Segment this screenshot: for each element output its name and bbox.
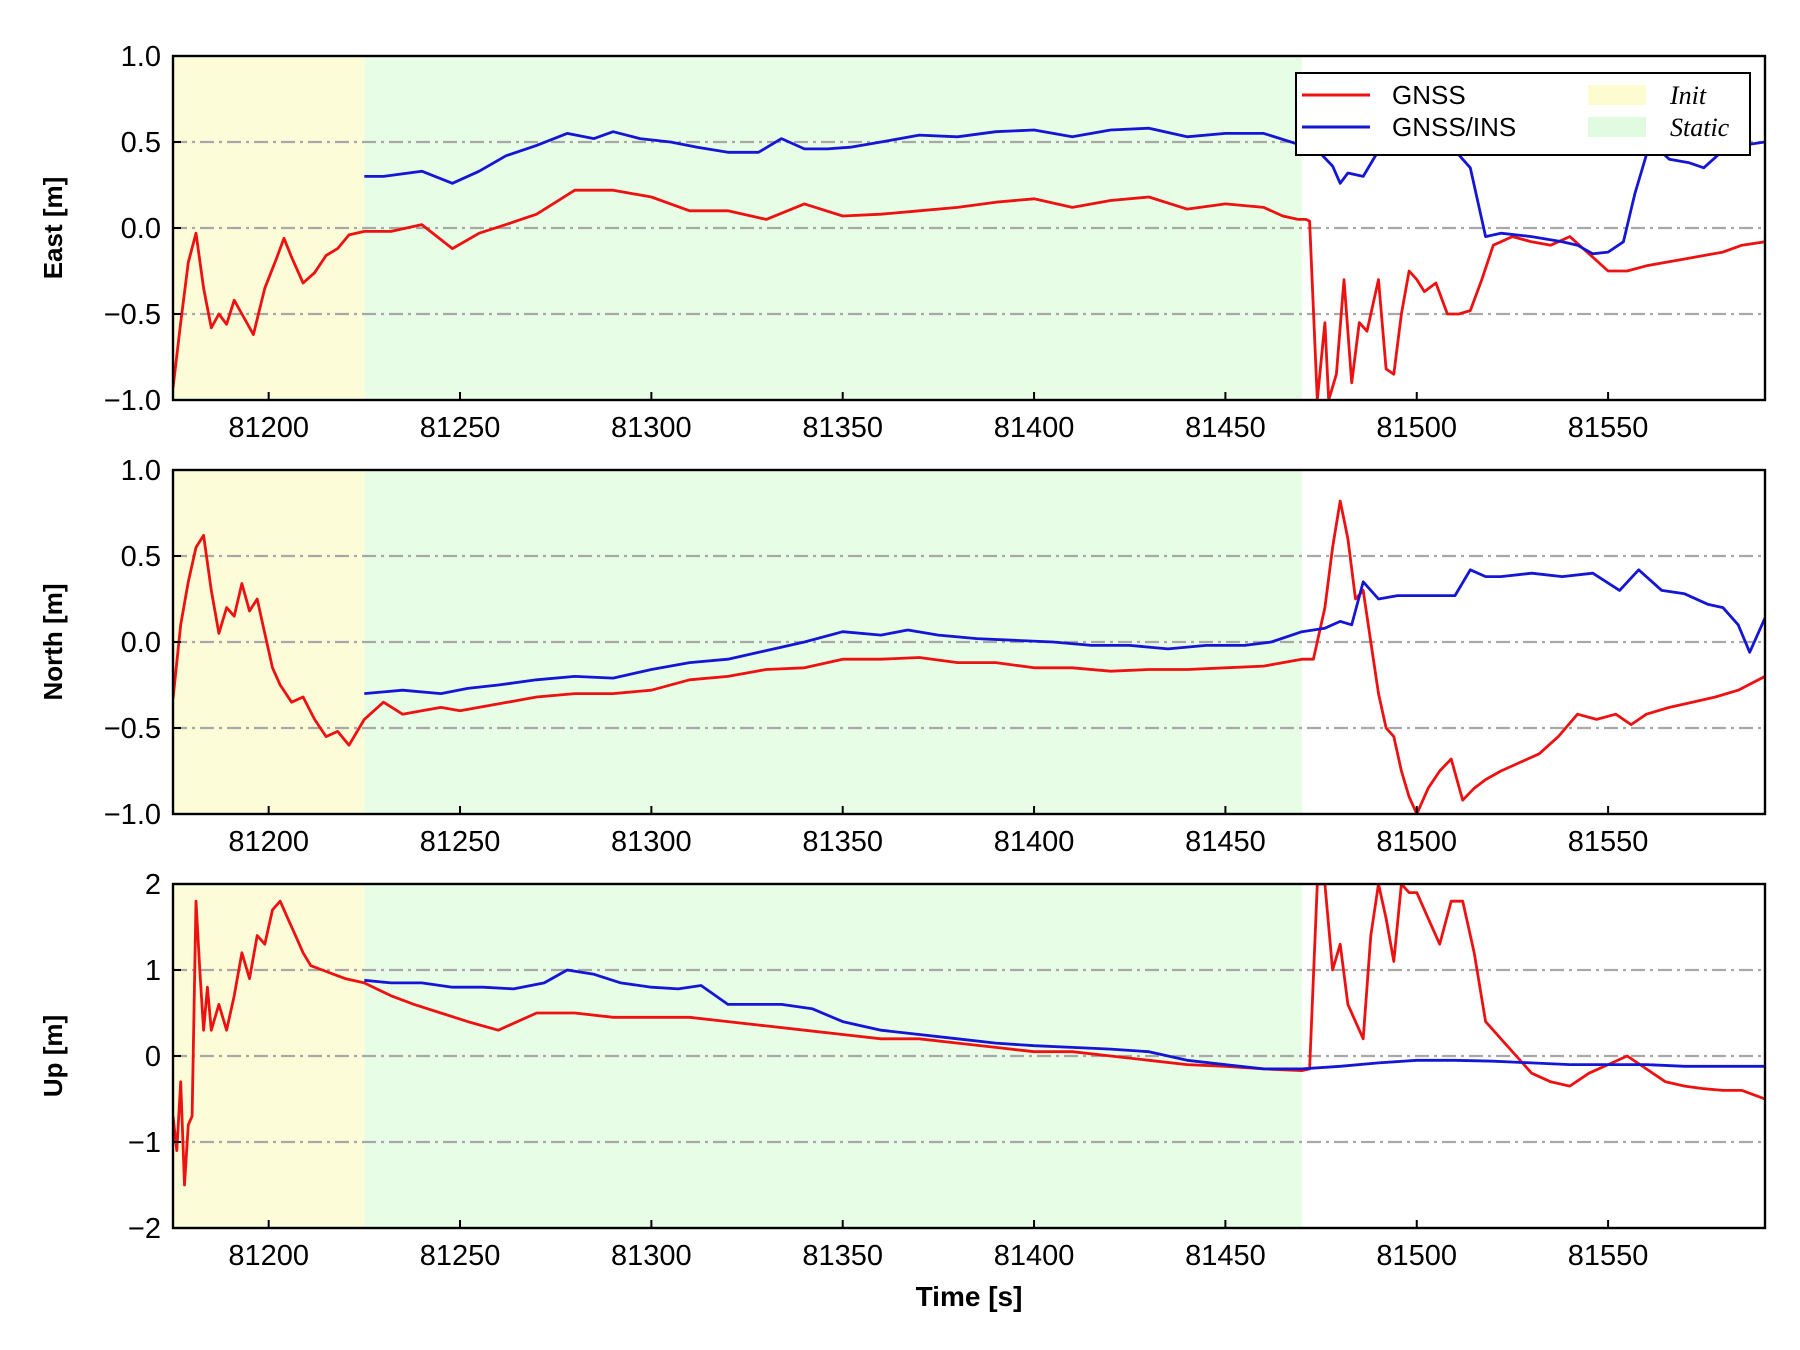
y-tick-label: −2 <box>128 1213 161 1245</box>
x-ticks: 81200 81250 81300 81350 81400 81450 81500 81550 <box>228 1220 1648 1272</box>
series-lines <box>173 884 1765 1187</box>
series-line-gnss-ins <box>364 968 1765 1071</box>
x-tick-label: 81500 <box>1376 826 1457 858</box>
x-tick-label: 81450 <box>1185 1240 1266 1272</box>
legend-gnss-ins-label: GNSS/INS <box>1392 112 1516 142</box>
y-tick-label: 0 <box>145 1041 161 1073</box>
y-tick-label: 1 <box>145 955 161 987</box>
y-axis-label: East [m] <box>38 177 68 280</box>
x-tick-label: 81450 <box>1185 826 1266 858</box>
y-tick-label: 0.5 <box>121 541 161 573</box>
y-tick-label: 1.0 <box>121 41 161 73</box>
x-tick-label: 81400 <box>994 1240 1075 1272</box>
series-lines <box>173 499 1765 814</box>
y-axis-label: North [m] <box>38 584 68 701</box>
series-line-gnss-ins <box>364 568 1765 695</box>
series-line-gnss <box>173 499 1765 814</box>
x-tick-label: 81250 <box>420 826 501 858</box>
x-tick-label: 81450 <box>1185 412 1266 444</box>
x-tick-label: 81300 <box>611 826 692 858</box>
y-tick-label: 0.5 <box>121 127 161 159</box>
legend-init-label: Init <box>1669 81 1707 110</box>
x-ticks: 81200 81250 81300 81350 81400 81450 81500 81550 <box>228 392 1648 444</box>
x-axis-label: Time [s] <box>916 1281 1023 1312</box>
y-tick-label: −1.0 <box>104 385 161 417</box>
y-axis-label: Up [m] <box>38 1015 68 1097</box>
x-tick-label: 81200 <box>228 412 309 444</box>
x-tick-label: 81550 <box>1568 412 1649 444</box>
x-tick-label: 81400 <box>994 412 1075 444</box>
x-tick-label: 81350 <box>802 826 883 858</box>
x-tick-label: 81300 <box>611 1240 692 1272</box>
horizontal-grid-lines <box>173 554 1765 730</box>
y-tick-label: −0.5 <box>104 299 161 331</box>
subplot-east: −1.0−0.50.00.51.0 81200 81250 81300 81350 81… <box>38 41 1767 444</box>
legend-gnss-label: GNSS <box>1392 80 1466 110</box>
x-ticks: 81200 81250 81300 81350 81400 81450 81500 81550 <box>228 806 1648 858</box>
x-tick-label: 81350 <box>802 412 883 444</box>
y-ticks: −2 −1 0 1 2 <box>128 869 181 1245</box>
x-tick-label: 81400 <box>994 826 1075 858</box>
x-tick-label: 81300 <box>611 412 692 444</box>
legend-box <box>1295 72 1751 156</box>
y-tick-label: 1.0 <box>121 455 161 487</box>
legend-init-swatch <box>1588 85 1646 105</box>
x-tick-label: 81500 <box>1376 412 1457 444</box>
x-tick-label: 81350 <box>802 1240 883 1272</box>
y-tick-label: −1 <box>128 1127 161 1159</box>
series-line-gnss <box>173 188 1765 400</box>
series-line-gnss <box>173 884 1765 1187</box>
x-tick-label: 81550 <box>1568 1240 1649 1272</box>
x-tick-label: 81200 <box>228 826 309 858</box>
x-tick-label: 81200 <box>228 1240 309 1272</box>
legend-static-label: Static <box>1670 113 1730 142</box>
x-tick-label: 81250 <box>420 1240 501 1272</box>
horizontal-grid-lines <box>173 968 1765 1144</box>
x-tick-label: 81500 <box>1376 1240 1457 1272</box>
x-tick-label: 81550 <box>1568 826 1649 858</box>
y-ticks: −1.0 −0.5 0.0 0.5 1.0 <box>104 455 181 831</box>
series-line-gnss-ins <box>364 126 1765 256</box>
legend: GNSS GNSS/INS Init Static <box>1295 72 1751 156</box>
series-lines <box>173 126 1765 400</box>
y-tick-label: 0.0 <box>121 627 161 659</box>
y-tick-label: 2 <box>145 869 161 901</box>
y-tick-label: 0.0 <box>121 213 161 245</box>
subplot-north: −1.0−0.50.00.51.0 81200 81250 81300 81350 81… <box>38 455 1767 858</box>
y-ticks: −1.0 −0.5 0.0 0.5 1.0 <box>104 41 181 417</box>
legend-static-swatch <box>1588 117 1646 137</box>
y-tick-label: −1.0 <box>104 799 161 831</box>
x-tick-label: 81250 <box>420 412 501 444</box>
y-tick-label: −0.5 <box>104 713 161 745</box>
